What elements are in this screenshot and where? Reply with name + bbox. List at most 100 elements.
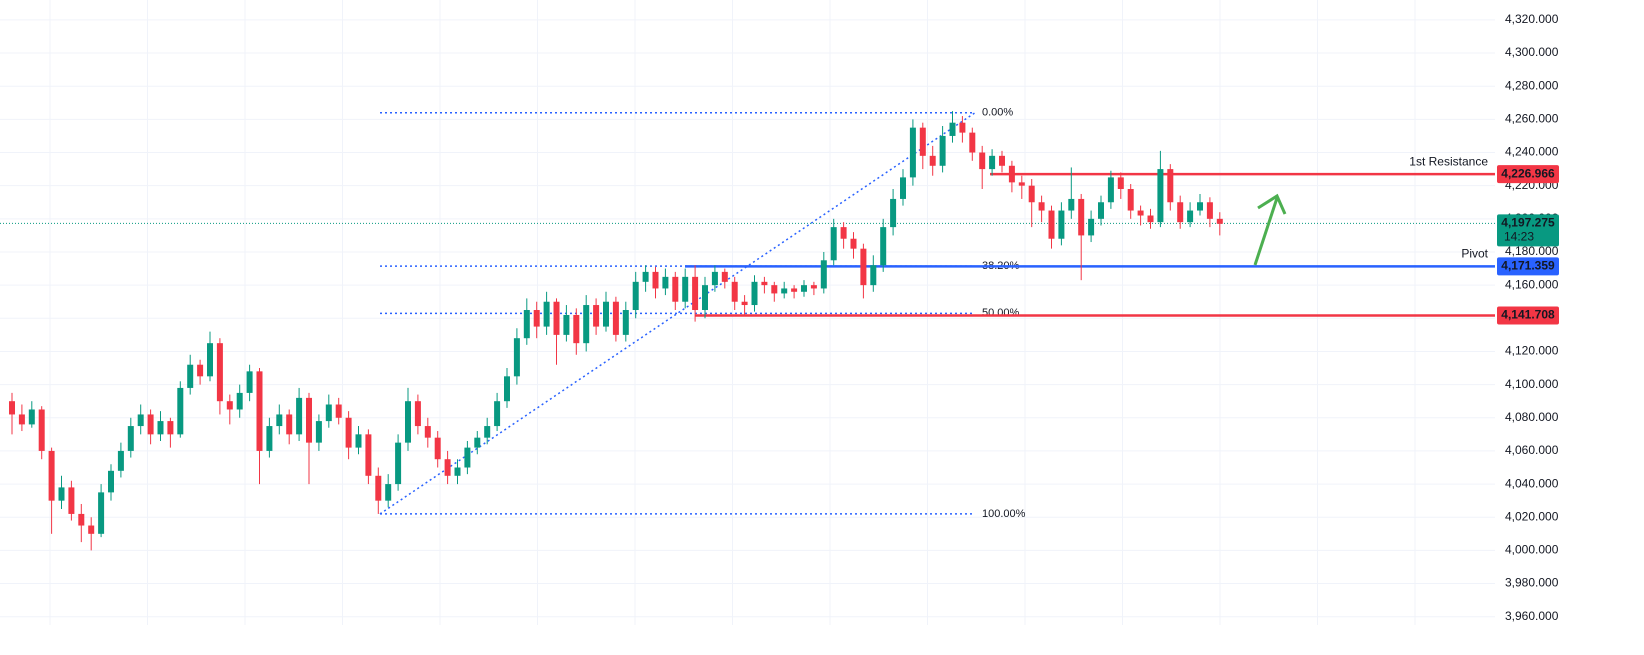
candle-body bbox=[989, 155, 996, 170]
y-tick-label: 4,260.000 bbox=[1505, 112, 1559, 126]
candle-body bbox=[919, 127, 926, 156]
candle-body bbox=[385, 484, 392, 501]
candle-body bbox=[157, 421, 164, 435]
y-tick-label: 4,080.000 bbox=[1505, 410, 1559, 424]
candle-body bbox=[1137, 210, 1144, 216]
candle-body bbox=[1058, 210, 1065, 239]
candle-body bbox=[553, 301, 560, 335]
level-name: 1st Resistance bbox=[1409, 154, 1488, 168]
candle-body bbox=[9, 401, 15, 415]
candle-body bbox=[781, 288, 788, 294]
candle-body bbox=[909, 127, 916, 178]
candle-body bbox=[1216, 218, 1223, 224]
y-tick-label: 4,020.000 bbox=[1505, 509, 1559, 523]
candle-body bbox=[306, 397, 312, 443]
candle-body bbox=[226, 401, 233, 410]
candle-body bbox=[88, 525, 95, 534]
candle-body bbox=[256, 371, 263, 451]
y-tick-label: 4,160.000 bbox=[1505, 277, 1559, 291]
candles bbox=[9, 111, 1223, 551]
candle-body bbox=[444, 459, 451, 476]
candle-body bbox=[375, 475, 382, 501]
candle-body bbox=[612, 301, 619, 335]
candle-body bbox=[315, 421, 322, 443]
candle-body bbox=[147, 414, 154, 435]
candle-body bbox=[741, 301, 748, 306]
candle-body bbox=[573, 314, 580, 344]
candle-body bbox=[900, 177, 906, 199]
candle-body bbox=[474, 437, 481, 448]
candle-body bbox=[108, 470, 114, 493]
fib-label: 100.00% bbox=[982, 508, 1026, 520]
candle-body bbox=[890, 198, 897, 228]
candle-body bbox=[1048, 210, 1055, 239]
price-tag bbox=[1497, 165, 1559, 184]
overlay bbox=[1253, 193, 1287, 266]
candle-body bbox=[216, 343, 223, 402]
last-price-label: 4,197.275 bbox=[1501, 216, 1555, 230]
candle-body bbox=[850, 238, 857, 249]
candle-body bbox=[622, 310, 629, 335]
candle-body bbox=[949, 122, 956, 136]
last-price-tag bbox=[1497, 214, 1559, 247]
candle-body bbox=[127, 426, 134, 451]
y-tick-label: 4,180.000 bbox=[1505, 244, 1559, 258]
candle-body bbox=[761, 281, 768, 286]
candle-body bbox=[434, 437, 441, 460]
candle-body bbox=[68, 487, 75, 514]
candle-body bbox=[603, 301, 609, 327]
candle-body bbox=[18, 414, 25, 425]
level-name: Pivot bbox=[1461, 246, 1488, 260]
candle-body bbox=[266, 426, 273, 451]
candle-body bbox=[464, 447, 471, 468]
candle-body bbox=[523, 310, 530, 339]
countdown: 14:23 bbox=[1504, 230, 1534, 244]
candle-body bbox=[959, 122, 966, 133]
candle-body bbox=[1187, 210, 1194, 223]
candle-body bbox=[791, 288, 798, 292]
candle-body bbox=[365, 434, 372, 476]
candle-body bbox=[999, 155, 1005, 166]
candle-body bbox=[979, 152, 986, 170]
candle-body bbox=[632, 281, 639, 311]
candle-body bbox=[820, 260, 827, 289]
price-tag-label: 4,171.359 bbox=[1501, 258, 1555, 272]
candle-body bbox=[1098, 202, 1104, 219]
candle-body bbox=[652, 271, 659, 289]
candle-body bbox=[1147, 215, 1154, 223]
candle-body bbox=[405, 401, 411, 443]
candle-body bbox=[1078, 198, 1085, 236]
candle-body bbox=[28, 409, 35, 425]
candle-body bbox=[276, 414, 283, 427]
candle-body bbox=[345, 417, 352, 448]
candle-body bbox=[583, 305, 590, 344]
candle-body bbox=[939, 135, 946, 166]
candle-body bbox=[335, 404, 342, 418]
candle-body bbox=[642, 271, 649, 282]
price-tag bbox=[1497, 306, 1559, 325]
candle-body bbox=[1068, 198, 1075, 211]
price-axis: 4,320.000 4,300.000 4,280.000 4,260.000 4,24… bbox=[1497, 12, 1559, 623]
candle-body bbox=[236, 392, 243, 410]
y-tick-label: 4,120.000 bbox=[1505, 344, 1559, 358]
candle-body bbox=[692, 276, 699, 311]
y-tick-label: 4,280.000 bbox=[1505, 78, 1559, 92]
candle-body bbox=[1177, 202, 1184, 223]
candle-body bbox=[177, 387, 184, 435]
candle-body bbox=[296, 397, 303, 435]
candle-body bbox=[533, 310, 540, 327]
candle-body bbox=[137, 414, 144, 427]
candle-body bbox=[504, 376, 510, 402]
candle-body bbox=[1018, 182, 1025, 186]
candle-body bbox=[48, 450, 55, 501]
candle-body bbox=[810, 285, 817, 289]
candle-body bbox=[880, 227, 887, 266]
y-tick-label: 3,960.000 bbox=[1505, 609, 1559, 623]
candle-body bbox=[78, 513, 85, 526]
y-tick-label: 4,320.000 bbox=[1505, 12, 1559, 26]
candle-body bbox=[197, 364, 204, 377]
candle-body bbox=[1038, 202, 1045, 211]
candle-body bbox=[117, 450, 124, 471]
fib-label: 50.00% bbox=[982, 307, 1020, 319]
